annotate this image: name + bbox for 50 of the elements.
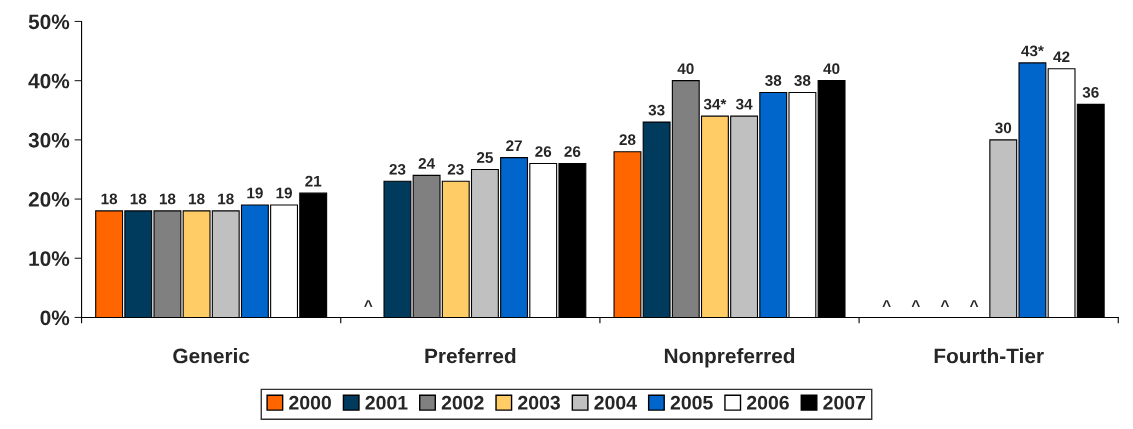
y-tick-label: 30% [28,132,70,148]
data-label: 36 [1082,86,1099,98]
data-label: 33 [648,104,665,116]
data-label: 34* [703,98,727,110]
data-label: 42 [1053,51,1070,63]
y-tick-label: 40% [28,73,70,89]
legend-label: 2003 [518,395,560,410]
legend-label: 2006 [747,395,789,410]
text: ^ [940,300,950,307]
legend-label: 2004 [594,395,637,410]
data-label: 38 [765,75,782,86]
text: ^ [969,300,979,307]
data-label: 21 [305,175,322,187]
x-tick-label: Preferred [425,348,516,364]
y-tick-label: 20% [28,192,70,207]
data-label: 38 [794,75,811,86]
data-label: 23 [389,163,406,175]
data-label: 19 [247,187,263,199]
data-label: 19 [276,187,292,199]
y-tick-label: 50% [28,14,70,30]
data-label: 40 [823,63,840,75]
legend-label: 2001 [365,395,408,410]
data-label: 18 [189,193,205,205]
x-tick-label: Nonpreferred [664,348,795,368]
text: ^ [911,300,920,307]
legend-label: 2005 [670,395,713,410]
legend-label: 2002 [441,395,484,410]
x-tick-label: Fourth-Tier [934,348,1044,364]
y-tick-label: 10% [29,251,70,267]
data-label: 34 [735,98,753,110]
data-label: 40 [677,63,694,75]
text: ^ [364,300,373,307]
data-label: 27 [506,140,522,151]
legend-label: 2007 [823,395,866,410]
data-label: 26 [564,146,581,157]
data-label: 30 [995,122,1012,134]
data-label: 18 [130,193,147,205]
data-label: 28 [619,134,636,146]
text: ^ [882,300,891,307]
legend-label: 2000 [289,395,331,410]
data-label: 23 [447,163,464,175]
data-label: 18 [101,193,118,205]
data-label: 26 [535,146,552,157]
y-tick-label: 0% [40,310,70,326]
data-label: 25 [476,152,493,163]
data-label: 43* [1021,45,1044,57]
data-label: 18 [218,193,234,205]
x-tick-label: Generic [173,348,250,364]
data-label: 18 [159,193,176,205]
data-label: 24 [418,157,436,169]
